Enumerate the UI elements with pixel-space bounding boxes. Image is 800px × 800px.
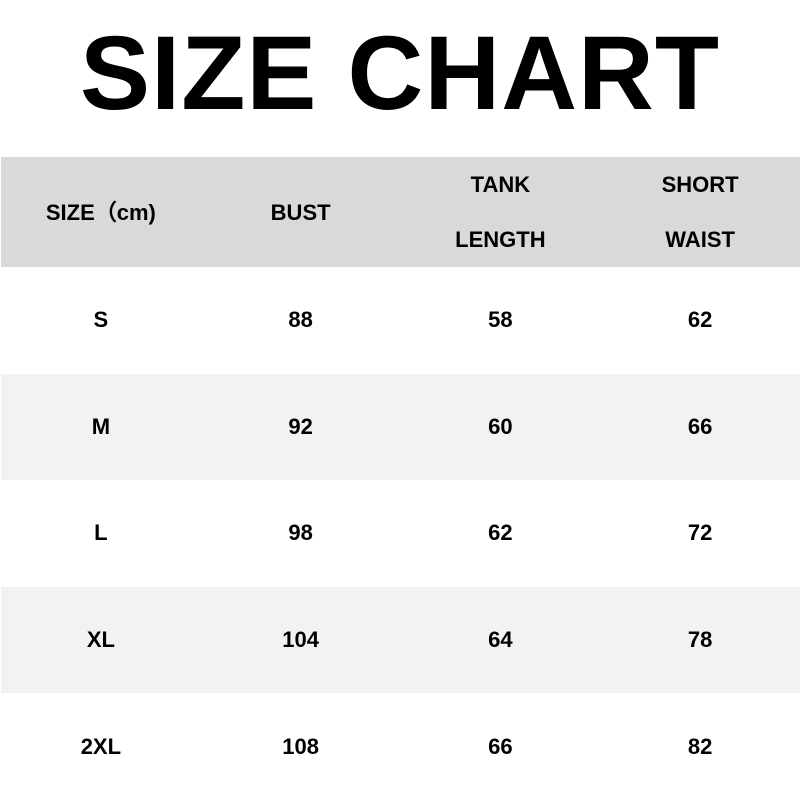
column-header-line: SIZE（cm) — [45, 199, 156, 225]
table-header-row: SIZE（cm) BUST TANK LENGTH SHORT WAIST — [1, 157, 800, 267]
column-header-line: SHORT — [661, 172, 739, 197]
table-cell: M — [91, 413, 111, 439]
table-row: XL 104 64 78 — [1, 586, 800, 694]
table-cell: 82 — [687, 733, 713, 759]
table-cell: 108 — [282, 733, 319, 759]
table-row: S 88 58 62 — [1, 267, 800, 374]
column-header: SHORT WAIST — [600, 157, 800, 267]
table-cell: 88 — [288, 307, 313, 333]
table-cell: 72 — [687, 520, 713, 546]
table-cell: 62 — [687, 307, 713, 333]
column-header: TANK LENGTH — [401, 157, 601, 267]
column-header-line: TANK — [470, 172, 531, 197]
table-cell: S — [93, 307, 109, 333]
table-row: L 98 62 72 — [1, 480, 800, 587]
table-cell: 92 — [288, 413, 313, 439]
table-cell: 2XL — [80, 733, 122, 759]
column-header-line: BUST — [270, 199, 331, 225]
column-header-line: LENGTH — [455, 227, 546, 252]
table-cell: 66 — [687, 413, 713, 439]
table-cell: 64 — [488, 627, 513, 653]
table-row: 2XL 108 66 82 — [1, 693, 800, 800]
size-table: SIZE（cm) BUST TANK LENGTH SHORT WAIST S 88 58 62 M… — [1, 157, 800, 800]
table-cell: 58 — [488, 307, 513, 333]
column-header: SIZE（cm) — [1, 185, 201, 240]
table-cell: 104 — [282, 627, 319, 653]
table-cell: 62 — [488, 520, 513, 546]
column-header-line: WAIST — [665, 227, 735, 252]
table-cell: 60 — [488, 413, 513, 439]
table-cell: 98 — [288, 520, 313, 546]
column-header: BUST — [201, 185, 401, 240]
table-cell: 66 — [488, 733, 513, 759]
table-row: M 92 60 66 — [1, 373, 800, 481]
page-title: SIZE CHART — [80, 15, 720, 132]
table-cell: L — [94, 520, 108, 546]
table-cell: 78 — [687, 627, 713, 653]
table-cell: XL — [86, 627, 115, 653]
